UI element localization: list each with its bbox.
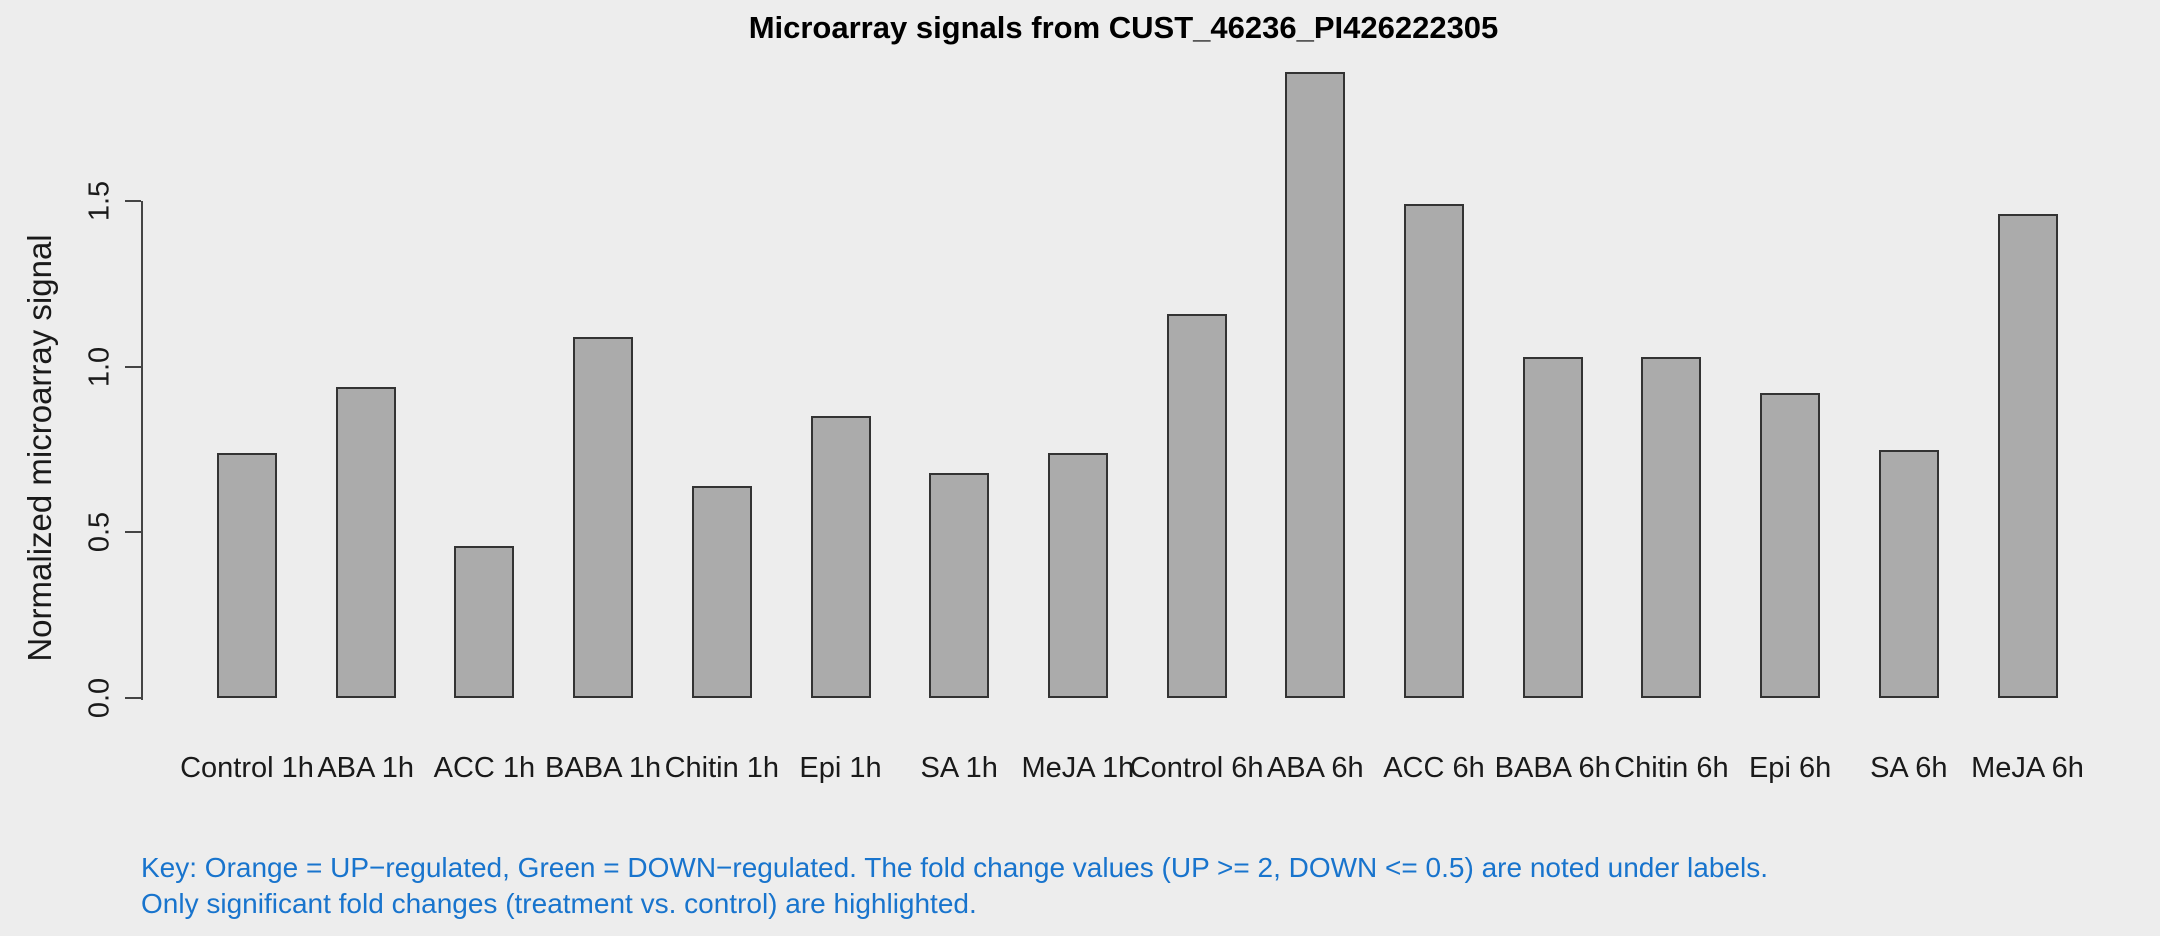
y-tick-mark bbox=[125, 365, 141, 368]
key-annotation-line-2: Only significant fold changes (treatment… bbox=[141, 888, 977, 919]
x-tick-label: ABA 6h bbox=[1266, 752, 1364, 784]
bar bbox=[1047, 452, 1108, 698]
bar bbox=[1997, 214, 2058, 698]
bar bbox=[335, 386, 396, 698]
bar bbox=[929, 472, 990, 698]
y-tick-label: 0.0 bbox=[83, 677, 116, 719]
bar bbox=[1878, 449, 1939, 698]
x-tick-label: SA 6h bbox=[1870, 752, 1948, 784]
bar bbox=[1641, 356, 1702, 698]
x-tick-label: Control 1h bbox=[180, 752, 314, 784]
bar bbox=[217, 452, 277, 698]
bar bbox=[1760, 393, 1821, 698]
bar bbox=[1404, 204, 1464, 698]
x-tick-label: Epi 6h bbox=[1748, 752, 1832, 784]
x-tick-label: ACC 6h bbox=[1383, 752, 1485, 784]
x-tick-label: ACC 1h bbox=[433, 752, 536, 784]
bar bbox=[573, 336, 634, 698]
x-tick-label: Chitin 6h bbox=[1614, 752, 1729, 784]
x-tick-label: Control 6h bbox=[1129, 752, 1264, 784]
x-tick-label: Chitin 1h bbox=[664, 752, 780, 784]
bar bbox=[810, 416, 871, 698]
bar bbox=[1166, 313, 1227, 698]
y-axis-label: Normalized microarray signal bbox=[21, 234, 58, 662]
x-tick-label: MeJA 6h bbox=[1971, 752, 2084, 784]
bar bbox=[691, 485, 752, 698]
x-tick-label: Epi 1h bbox=[799, 752, 882, 784]
bar bbox=[454, 545, 515, 698]
y-tick-mark bbox=[125, 697, 141, 699]
y-axis-line bbox=[141, 201, 143, 700]
bar bbox=[1285, 71, 1346, 698]
key-annotation-line-1: Key: Orange = UP−regulated, Green = DOWN… bbox=[141, 852, 1768, 883]
x-tick-label: BABA 6h bbox=[1494, 752, 1611, 784]
y-tick-label: 0.5 bbox=[83, 512, 116, 553]
x-tick-label: BABA 1h bbox=[545, 752, 662, 784]
x-tick-label: SA 1h bbox=[920, 752, 998, 784]
y-tick-mark bbox=[125, 200, 141, 203]
x-tick-label: MeJA 1h bbox=[1021, 752, 1135, 784]
x-tick-label: ABA 1h bbox=[317, 752, 415, 784]
y-tick-label: 1.0 bbox=[83, 346, 116, 387]
bar bbox=[1522, 356, 1583, 698]
chart-title: Microarray signals from CUST_46236_PI426… bbox=[748, 10, 1499, 45]
y-tick-mark bbox=[125, 531, 141, 534]
y-tick-label: 1.5 bbox=[83, 180, 116, 222]
